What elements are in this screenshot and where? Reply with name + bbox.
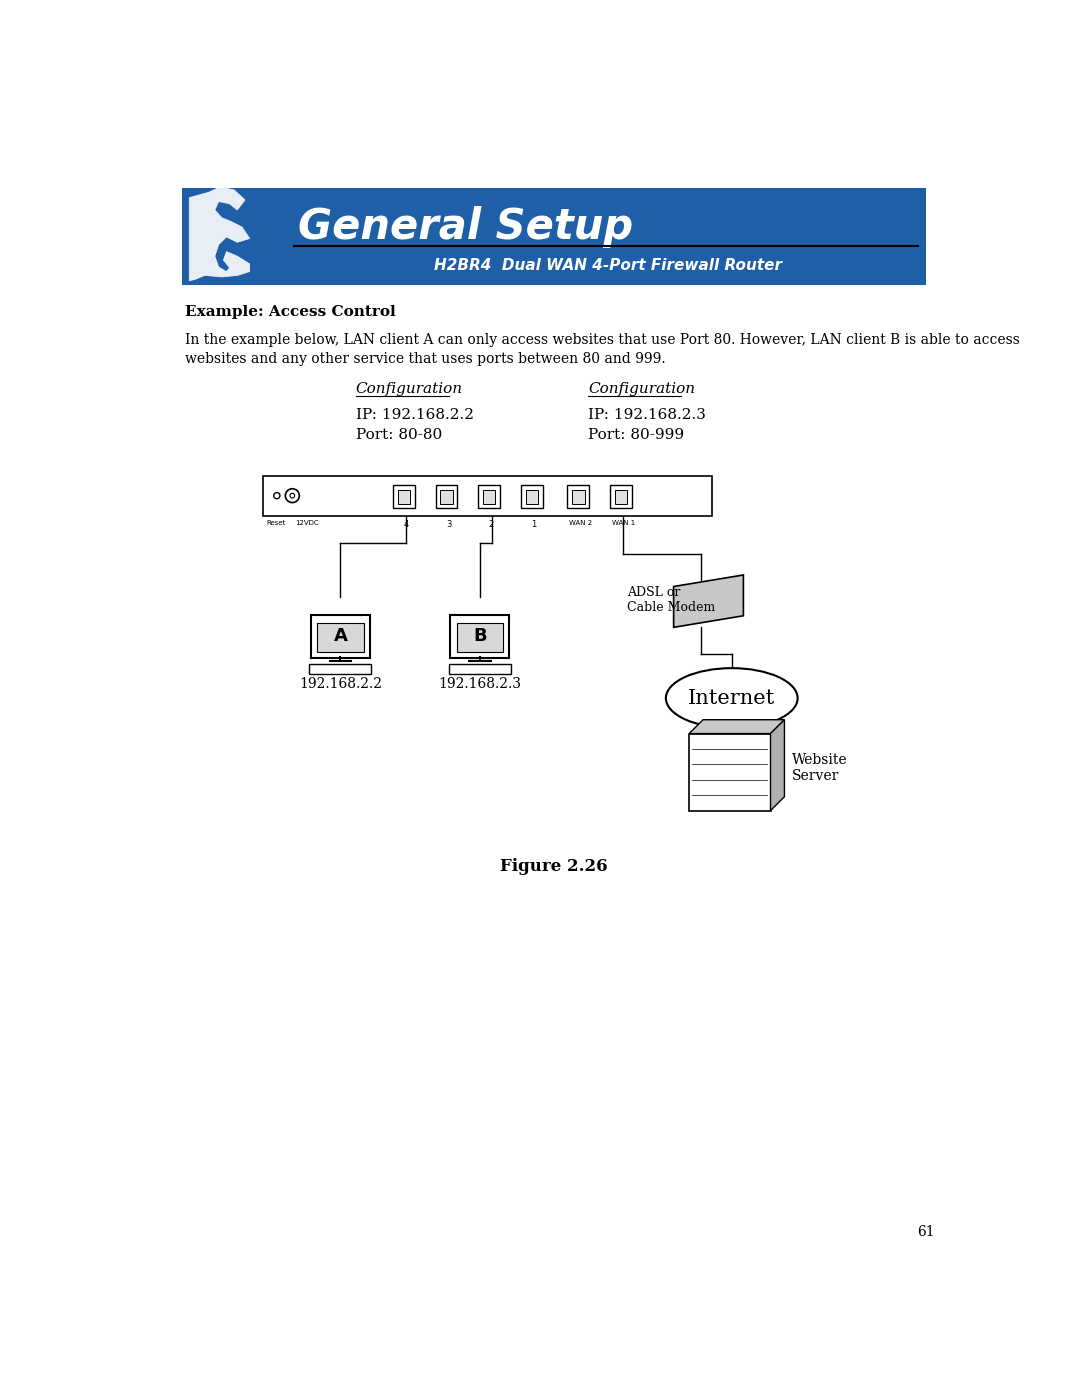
Text: ADSL or
Cable Modem: ADSL or Cable Modem <box>627 587 715 615</box>
FancyBboxPatch shape <box>521 485 542 509</box>
Ellipse shape <box>666 668 798 728</box>
FancyBboxPatch shape <box>309 664 372 673</box>
Text: Configuration: Configuration <box>589 381 696 395</box>
Text: IP: 192.168.2.3: IP: 192.168.2.3 <box>589 408 706 422</box>
FancyBboxPatch shape <box>457 623 503 652</box>
Text: General Setup: General Setup <box>298 205 633 247</box>
FancyBboxPatch shape <box>526 490 538 504</box>
Text: WAN 2: WAN 2 <box>569 520 592 527</box>
FancyBboxPatch shape <box>397 490 410 504</box>
Text: In the example below, LAN client A can only access websites that use Port 80. Ho: In the example below, LAN client A can o… <box>186 334 1021 348</box>
Text: 3: 3 <box>446 520 451 529</box>
Text: B: B <box>473 627 487 645</box>
Polygon shape <box>689 719 784 733</box>
Text: 12VDC: 12VDC <box>296 520 319 527</box>
FancyBboxPatch shape <box>615 490 627 504</box>
Text: Configuration: Configuration <box>356 381 463 395</box>
FancyBboxPatch shape <box>262 475 713 515</box>
FancyBboxPatch shape <box>393 485 415 509</box>
Text: 61: 61 <box>917 1225 934 1239</box>
FancyBboxPatch shape <box>572 490 584 504</box>
Text: 1: 1 <box>531 520 537 529</box>
FancyBboxPatch shape <box>181 189 926 285</box>
FancyBboxPatch shape <box>610 485 632 509</box>
Polygon shape <box>770 719 784 810</box>
Text: A: A <box>334 627 348 645</box>
FancyBboxPatch shape <box>450 615 510 658</box>
Text: Website
Server: Website Server <box>793 753 848 784</box>
FancyBboxPatch shape <box>311 615 369 658</box>
Text: Internet: Internet <box>688 689 775 708</box>
Text: 2: 2 <box>489 520 495 529</box>
Text: 192.168.2.2: 192.168.2.2 <box>299 678 382 692</box>
Text: Figure 2.26: Figure 2.26 <box>500 858 607 875</box>
FancyBboxPatch shape <box>567 485 590 509</box>
Text: WAN 1: WAN 1 <box>611 520 635 527</box>
Text: 192.168.2.3: 192.168.2.3 <box>438 678 522 692</box>
FancyBboxPatch shape <box>689 733 770 810</box>
FancyBboxPatch shape <box>441 490 453 504</box>
Polygon shape <box>674 576 743 627</box>
FancyBboxPatch shape <box>318 623 364 652</box>
Text: websites and any other service that uses ports between 80 and 999.: websites and any other service that uses… <box>186 352 666 366</box>
FancyBboxPatch shape <box>449 664 511 673</box>
Text: Port: 80-80: Port: 80-80 <box>356 427 442 441</box>
Text: IP: 192.168.2.2: IP: 192.168.2.2 <box>356 408 474 422</box>
FancyBboxPatch shape <box>435 485 458 509</box>
FancyBboxPatch shape <box>478 485 500 509</box>
Text: Example: Access Control: Example: Access Control <box>186 305 396 319</box>
Text: 4: 4 <box>404 520 409 529</box>
Text: Reset: Reset <box>267 520 286 527</box>
FancyBboxPatch shape <box>483 490 496 504</box>
Polygon shape <box>189 187 249 281</box>
Text: Port: 80-999: Port: 80-999 <box>589 427 685 441</box>
Text: H2BR4  Dual WAN 4-Port Firewall Router: H2BR4 Dual WAN 4-Port Firewall Router <box>434 258 782 272</box>
